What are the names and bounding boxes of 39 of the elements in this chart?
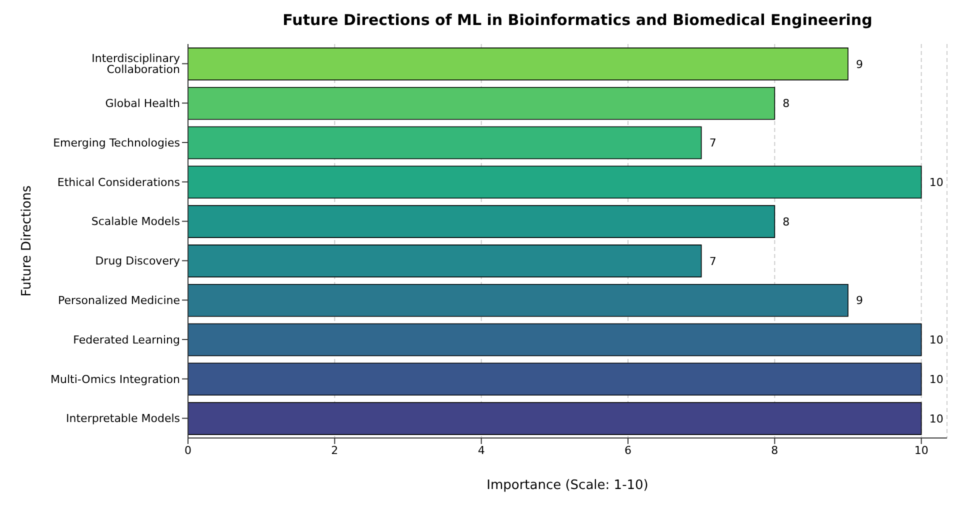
bar <box>188 86 776 120</box>
data-label: 7 <box>709 136 716 150</box>
y-tick-label: Federated Learning <box>73 333 180 346</box>
bar <box>188 126 702 160</box>
bar <box>188 244 702 278</box>
y-tick-label: Drug Discovery <box>95 254 180 268</box>
bar <box>188 323 922 356</box>
y-tick-label: Interpretable Models <box>66 412 180 426</box>
bar <box>188 166 922 199</box>
data-label: 8 <box>782 97 790 110</box>
bar <box>188 284 848 317</box>
bar <box>188 362 922 396</box>
bar <box>188 205 776 238</box>
x-tick-label: 0 <box>184 444 192 457</box>
data-label: 7 <box>709 254 716 268</box>
data-label: 10 <box>929 373 944 386</box>
x-axis-title: Importance (Scale: 1-10) <box>486 478 648 494</box>
bar <box>188 48 848 80</box>
y-tick-label: Scalable Models <box>91 215 180 228</box>
x-tick-label: 6 <box>624 444 632 457</box>
x-tick-label: 10 <box>914 444 928 457</box>
y-tick-label: Global Health <box>105 97 180 110</box>
data-label: 10 <box>929 412 944 426</box>
y-tick-label: Personalized Medicine <box>58 294 180 308</box>
y-tick-label: Emerging Technologies <box>53 136 180 150</box>
data-label: 9 <box>856 58 863 71</box>
y-tick-label: Interdisciplinary Collaboration <box>92 52 180 76</box>
y-axis-title: Future Directions <box>20 185 35 297</box>
y-tick-label: Multi-Omics Integration <box>50 372 180 386</box>
data-label: 10 <box>929 334 944 347</box>
data-label: 8 <box>782 215 790 228</box>
x-tick-label: 2 <box>331 444 338 457</box>
x-tick-label: 4 <box>478 444 485 457</box>
y-tick-label: Ethical Considerations <box>57 176 180 189</box>
data-label: 10 <box>929 176 944 190</box>
data-label: 9 <box>856 294 863 308</box>
bar <box>188 402 922 435</box>
x-tick-label: 8 <box>771 444 778 457</box>
chart-title: Future Directions of ML in Bioinformatics and Biomedical Engineering <box>282 10 874 31</box>
